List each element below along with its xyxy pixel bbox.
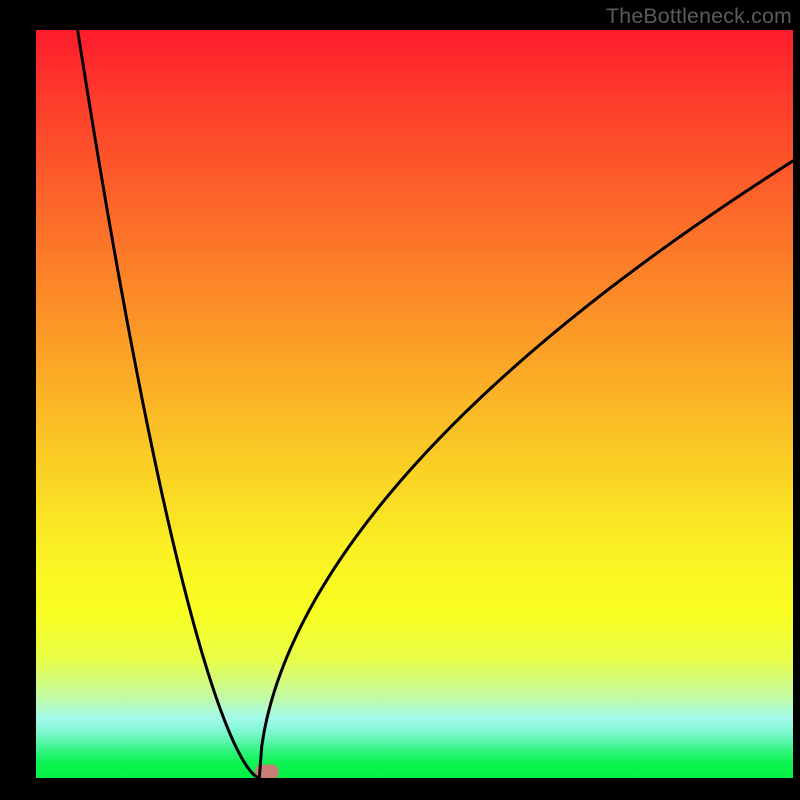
- frame-left: [0, 0, 36, 800]
- bottleneck-chart: [0, 0, 800, 800]
- chart-container: { "watermark": { "text": "TheBottleneck.…: [0, 0, 800, 800]
- frame-bottom: [0, 778, 800, 800]
- plot-background: [36, 30, 793, 778]
- frame-top: [0, 0, 800, 30]
- frame-right: [793, 0, 800, 800]
